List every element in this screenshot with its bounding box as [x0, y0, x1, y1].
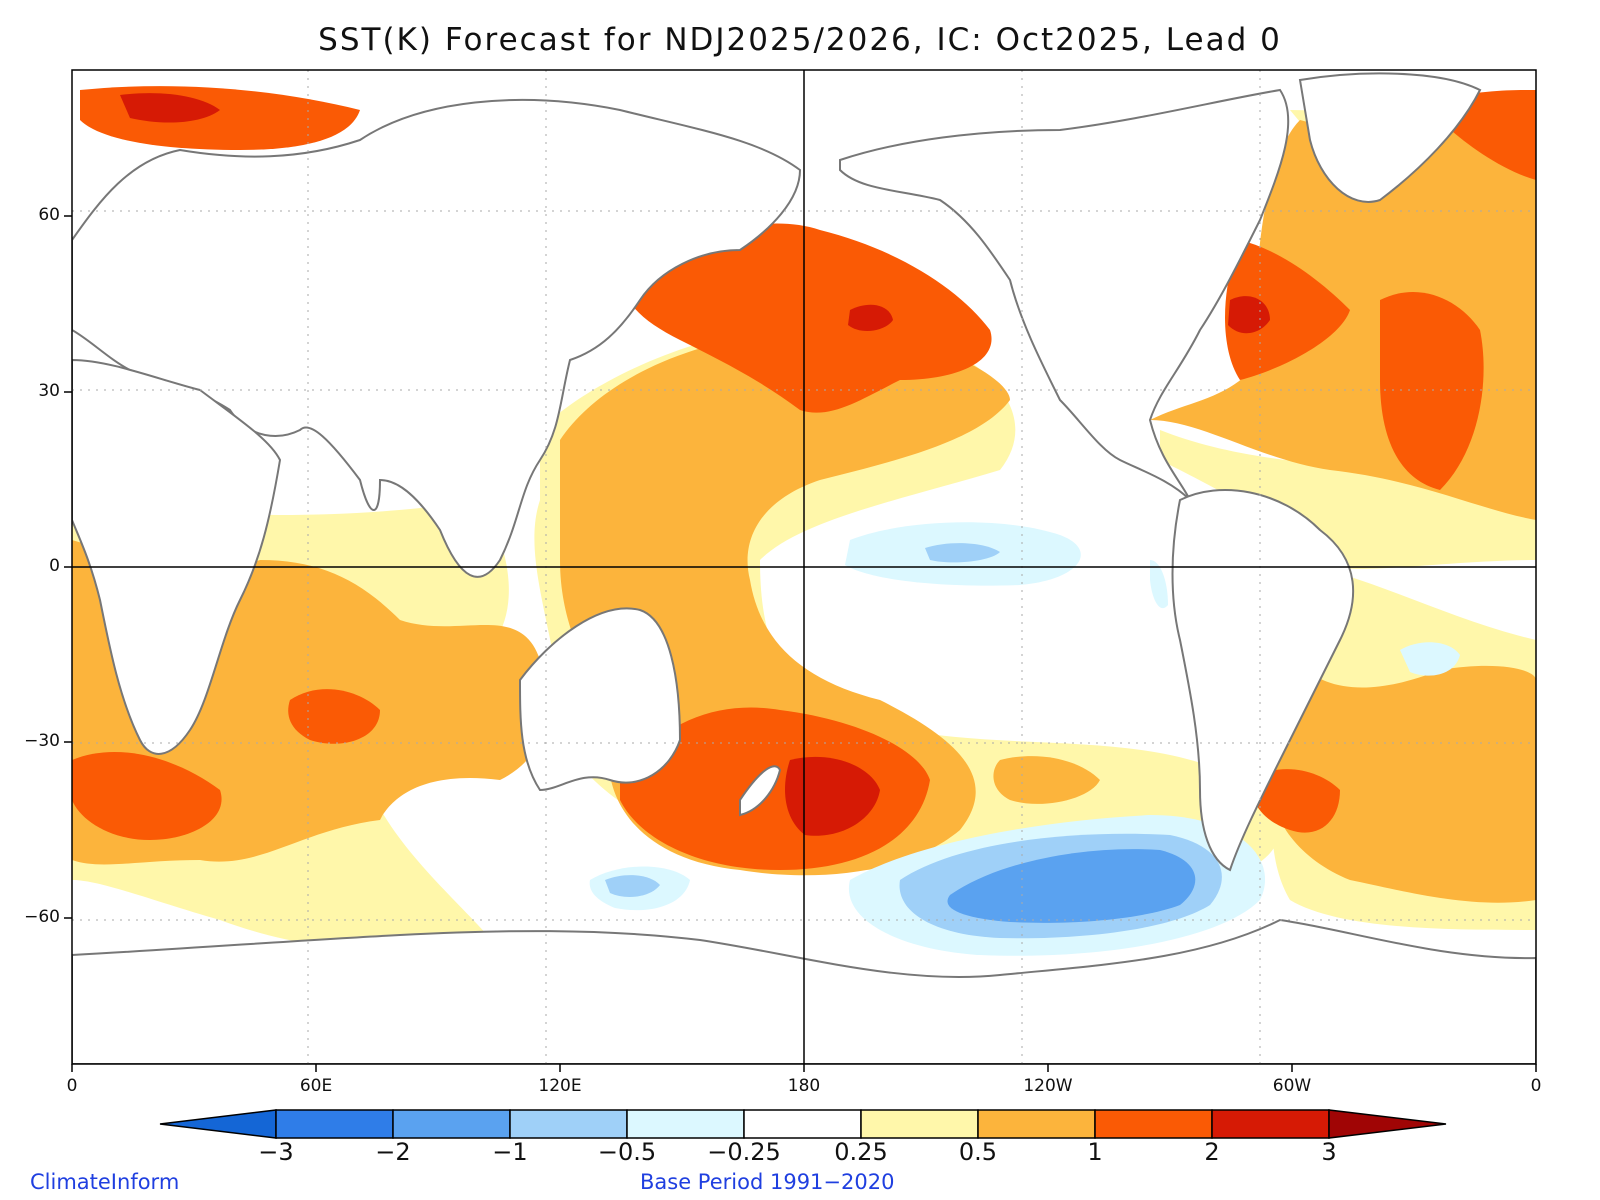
colorbar [159, 1109, 1447, 1139]
y-tick-label: 0 [49, 556, 60, 576]
colorbar-label: −1 [492, 1138, 528, 1166]
south-america [1171, 489, 1355, 872]
base-period-label: Base Period 1991−2020 [640, 1170, 895, 1194]
colorbar-cell [275, 1109, 394, 1139]
x-tick-label: 0 [66, 1076, 78, 1096]
colorbar-cell [626, 1109, 745, 1139]
anomaly-band-2-3 [120, 93, 1270, 836]
ticks [64, 215, 1537, 1072]
australia [518, 607, 682, 792]
y-tick-label: 60 [38, 205, 60, 225]
colorbar-cell [977, 1109, 1096, 1139]
greenland [1298, 72, 1482, 203]
y-tick-label: −60 [24, 907, 60, 927]
y-tick-label: −30 [24, 731, 60, 751]
anomaly-band-neg-1 [947, 849, 1196, 923]
colorbar-label: −3 [258, 1138, 294, 1166]
reference-lines [72, 70, 1536, 1064]
x-tick-label: 60W [1272, 1076, 1312, 1096]
x-tick-label: 120E [538, 1076, 582, 1096]
colorbar-label: 1 [1087, 1138, 1103, 1166]
africa [72, 358, 282, 755]
colorbar-label: −0.25 [707, 1138, 781, 1166]
colorbar-label: 3 [1321, 1138, 1337, 1166]
colorbar-cell [860, 1109, 979, 1139]
new-zealand [739, 765, 782, 817]
map-title: SST(K) Forecast for NDJ2025/2026, IC: Oc… [318, 22, 1282, 58]
eurasia [72, 99, 802, 578]
colorbar-label: 0.25 [834, 1138, 888, 1166]
credit-label: ClimateInform [30, 1170, 180, 1194]
north-america [839, 88, 1290, 501]
colorbar-arrow-low [159, 1109, 277, 1139]
x-tick-label: 120W [1023, 1076, 1073, 1096]
colorbar-cell [1094, 1109, 1213, 1139]
y-tick-label: 30 [38, 381, 60, 401]
x-tick-label: 0 [1530, 1076, 1542, 1096]
land [72, 72, 1536, 1064]
x-tick-label: 60E [299, 1076, 333, 1096]
colorbar-label: −0.5 [597, 1138, 657, 1166]
colorbar-cell [392, 1109, 511, 1139]
colorbar-cell [1211, 1109, 1330, 1139]
x-tick-label: 180 [787, 1076, 821, 1096]
colorbar-arrow-high [1328, 1109, 1447, 1139]
colorbar-cell [509, 1109, 628, 1139]
colorbar-label: 2 [1204, 1138, 1220, 1166]
colorbar-cell [743, 1109, 862, 1139]
colorbar-label: 0.5 [958, 1138, 998, 1166]
colorbar-label: −2 [375, 1138, 411, 1166]
